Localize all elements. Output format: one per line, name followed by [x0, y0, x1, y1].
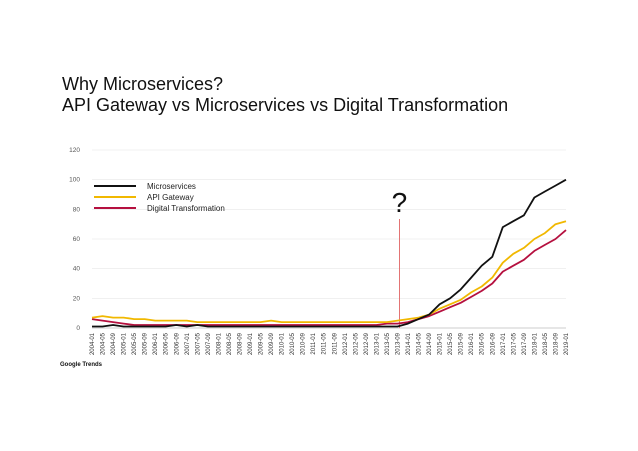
x-tick-label: 2010-05: [290, 332, 296, 355]
x-tick-label: 2006-01: [153, 332, 159, 355]
series-lines: [91, 178, 567, 328]
source-label: Google Trends: [60, 362, 103, 368]
x-tick-label: 2007-09: [206, 332, 212, 355]
x-tick-label: 2013-09: [395, 332, 401, 355]
x-tick-label: 2018-01: [532, 332, 538, 355]
series-line-digital-transformation: [91, 229, 567, 326]
x-tick-label: 2016-05: [480, 332, 486, 355]
x-tick-label: 2004-01: [90, 332, 96, 355]
x-tick-label: 2006-05: [164, 332, 170, 355]
x-tick-label: 2014-09: [427, 332, 433, 355]
x-tick-label: 2013-01: [374, 332, 380, 355]
x-tick-label: 2009-01: [248, 332, 254, 355]
x-tick-label: 2015-05: [448, 332, 454, 355]
y-tick-label: 0: [76, 325, 80, 332]
x-tick-label: 2015-09: [459, 332, 465, 355]
annotation-question-mark: ?: [392, 187, 408, 218]
legend-label: Microservices: [147, 182, 196, 191]
x-tick-label: 2019-01: [564, 332, 570, 355]
x-tick-label: 2018-05: [543, 332, 549, 355]
x-tick-label: 2004-05: [101, 332, 107, 355]
x-tick-label: 2013-05: [385, 332, 391, 355]
x-tick-label: 2011-09: [332, 332, 338, 354]
y-tick-label: 80: [73, 206, 81, 213]
y-tick-label: 60: [73, 236, 81, 243]
x-tick-label: 2008-01: [216, 332, 222, 355]
y-tick-label: 100: [69, 177, 80, 184]
x-tick-label: 2017-09: [522, 332, 528, 355]
x-tick-label: 2005-05: [132, 332, 138, 355]
legend-label: Digital Transformation: [147, 204, 225, 213]
x-tick-label: 2016-01: [469, 332, 475, 355]
y-axis-ticks: 0 20 40 60 80 100 120: [69, 147, 80, 332]
chart-title: Why Microservices? API Gateway vs Micros…: [62, 74, 508, 116]
x-tick-label: 2011-05: [322, 332, 328, 354]
x-tick-label: 2011-01: [311, 332, 317, 354]
chart-title-line1: Why Microservices?: [62, 74, 224, 94]
x-tick-label: 2007-05: [195, 332, 201, 355]
x-tick-label: 2006-09: [174, 332, 180, 355]
series-line-microservices: [92, 178, 567, 328]
y-tick-label: 120: [69, 147, 80, 154]
y-gridlines: [92, 149, 566, 329]
chart-title-line2: API Gateway vs Microservices vs Digital …: [62, 95, 509, 115]
x-tick-label: 2015-01: [438, 332, 444, 355]
x-tick-label: 2012-01: [343, 332, 349, 355]
x-axis-ticks: 2004-01 2004-05 2004-09 2005-01 2005-05 2005-…: [90, 332, 570, 355]
x-tick-label: 2012-05: [353, 332, 359, 355]
annotation: ?: [392, 187, 408, 328]
x-tick-label: 2016-09: [490, 332, 496, 355]
x-tick-label: 2009-09: [269, 332, 275, 355]
x-tick-label: 2018-09: [553, 332, 559, 355]
y-tick-label: 20: [73, 295, 81, 302]
x-tick-label: 2012-09: [364, 332, 370, 355]
x-tick-label: 2008-05: [227, 332, 233, 355]
series-line-api-gateway: [91, 220, 567, 323]
x-tick-label: 2010-01: [280, 332, 286, 355]
x-tick-label: 2005-09: [143, 332, 149, 355]
x-tick-label: 2008-09: [237, 332, 243, 355]
x-tick-label: 2014-05: [417, 332, 423, 355]
x-tick-label: 2017-01: [501, 332, 507, 355]
x-tick-label: 2005-01: [122, 332, 128, 355]
x-tick-label: 2004-09: [111, 332, 117, 355]
legend-label: API Gateway: [147, 193, 194, 202]
x-tick-label: 2007-01: [185, 332, 191, 355]
x-tick-label: 2017-05: [511, 332, 517, 355]
x-tick-label: 2009-05: [259, 332, 265, 355]
x-tick-label: 2014-01: [406, 332, 412, 355]
x-tick-label: 2010-09: [301, 332, 307, 355]
legend: Microservices API Gateway Digital Transfor…: [94, 182, 225, 213]
y-tick-label: 40: [73, 266, 81, 273]
